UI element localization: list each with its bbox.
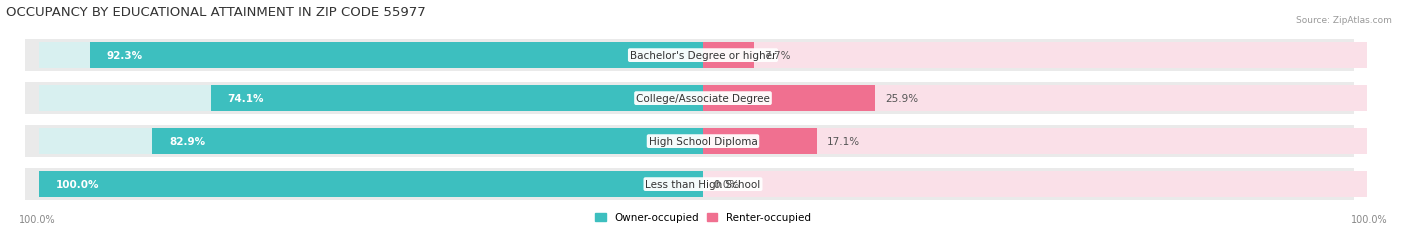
Bar (25, 168, 1354, 200)
Text: 7.7%: 7.7% (763, 51, 790, 61)
Text: Less than High School: Less than High School (645, 179, 761, 189)
Bar (25, 83, 1354, 115)
Bar (25, 126, 1354, 157)
Bar (703, 43, 754, 69)
Text: 100.0%: 100.0% (18, 214, 55, 224)
Bar (39, 128, 703, 155)
Bar (39, 171, 703, 198)
Text: 17.1%: 17.1% (827, 137, 859, 146)
Text: OCCUPANCY BY EDUCATIONAL ATTAINMENT IN ZIP CODE 55977: OCCUPANCY BY EDUCATIONAL ATTAINMENT IN Z… (6, 6, 425, 18)
Bar (703, 128, 817, 155)
Text: 92.3%: 92.3% (107, 51, 142, 61)
Text: 82.9%: 82.9% (169, 137, 205, 146)
Bar (39, 85, 703, 112)
Text: Source: ZipAtlas.com: Source: ZipAtlas.com (1296, 16, 1392, 25)
Text: 100.0%: 100.0% (1351, 214, 1388, 224)
Bar (703, 85, 1367, 112)
Text: College/Associate Degree: College/Associate Degree (636, 94, 770, 104)
Bar (90, 43, 703, 69)
Bar (703, 43, 1367, 69)
Bar (703, 85, 875, 112)
Bar (25, 40, 1354, 72)
Bar (152, 128, 703, 155)
Text: 74.1%: 74.1% (228, 94, 264, 104)
Text: 0.0%: 0.0% (713, 179, 740, 189)
Bar (703, 171, 1367, 198)
Text: High School Diploma: High School Diploma (648, 137, 758, 146)
Text: 25.9%: 25.9% (884, 94, 918, 104)
Bar (211, 85, 703, 112)
Text: Bachelor's Degree or higher: Bachelor's Degree or higher (630, 51, 776, 61)
Legend: Owner-occupied, Renter-occupied: Owner-occupied, Renter-occupied (591, 208, 815, 227)
Bar (39, 171, 703, 198)
Bar (39, 43, 703, 69)
Text: 100.0%: 100.0% (55, 179, 98, 189)
Bar (703, 128, 1367, 155)
